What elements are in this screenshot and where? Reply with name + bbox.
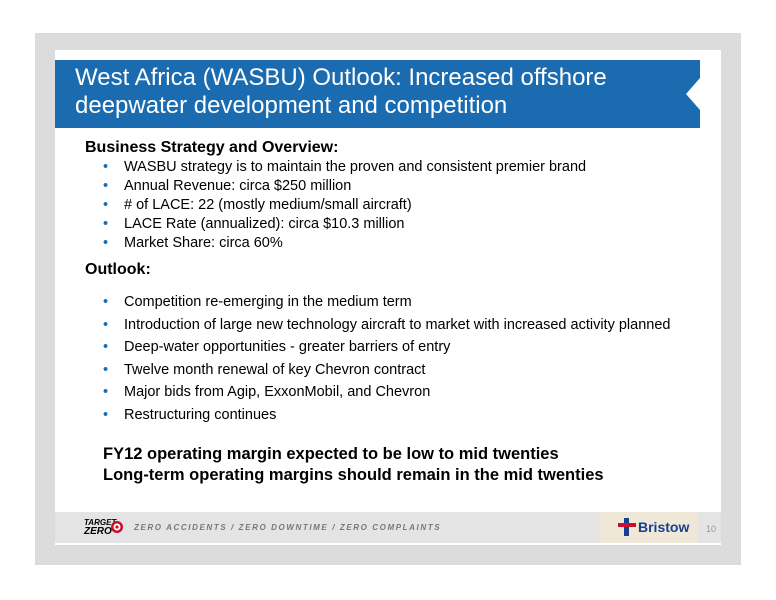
- slide-title: West Africa (WASBU) Outlook: Increased o…: [75, 64, 607, 119]
- bullet-item: # of LACE: 22 (mostly medium/small aircr…: [103, 197, 412, 213]
- title-notch: [686, 78, 700, 110]
- bullet-item: Competition re-emerging in the medium te…: [103, 294, 412, 310]
- section-heading: Business Strategy and Overview:: [85, 139, 339, 156]
- bullet-item: Restructuring continues: [103, 407, 276, 423]
- brand-icon: [618, 518, 636, 536]
- bullet-item: WASBU strategy is to maintain the proven…: [103, 159, 586, 175]
- logo-top: TARGET: [84, 518, 117, 527]
- brand: Bristow: [638, 519, 690, 535]
- bullet-item: Market Share: circa 60%: [103, 235, 283, 251]
- page-number: 10: [706, 524, 717, 534]
- conclusion: Long-term operating margins should remai…: [103, 466, 604, 484]
- brand-box: [600, 512, 697, 543]
- bullet-item: Introduction of large new technology air…: [103, 317, 670, 333]
- bullet-item: Deep-water opportunities - greater barri…: [103, 339, 450, 355]
- bullet-item: Major bids from Agip, ExxonMobil, and Ch…: [103, 384, 430, 400]
- logo-bottom: ZERO: [84, 526, 112, 537]
- section-heading: Outlook:: [85, 261, 151, 278]
- title-bar: [55, 60, 700, 128]
- logo-target: [111, 521, 123, 533]
- bullet-item: Annual Revenue: circa $250 million: [103, 178, 351, 194]
- bullet-item: Twelve month renewal of key Chevron cont…: [103, 362, 425, 378]
- tagline: ZERO ACCIDENTS / ZERO DOWNTIME / ZERO CO…: [134, 523, 442, 532]
- bullet-item: LACE Rate (annualized): circa $10.3 mill…: [103, 216, 405, 232]
- conclusion: FY12 operating margin expected to be low…: [103, 445, 559, 463]
